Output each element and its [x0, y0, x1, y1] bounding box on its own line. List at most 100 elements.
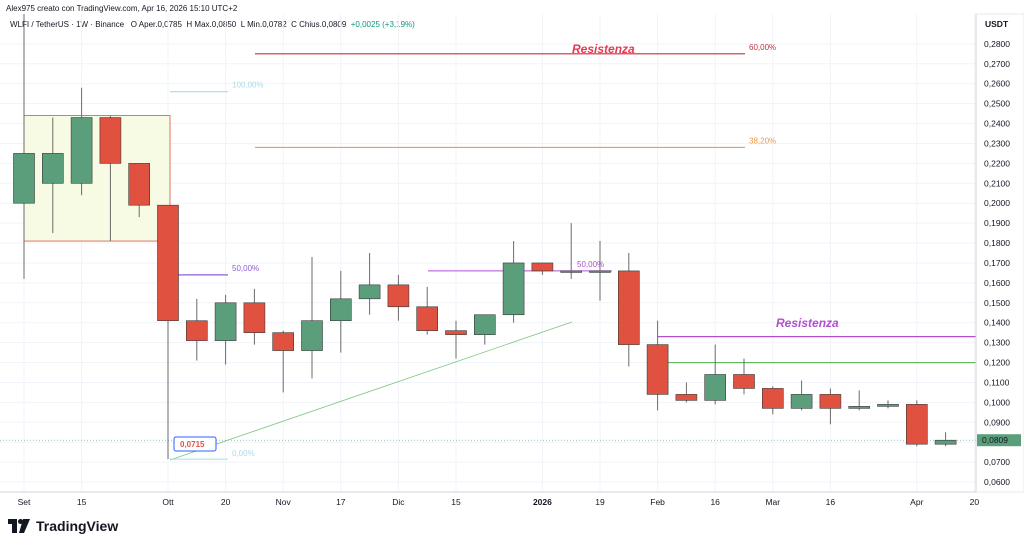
candle-body [445, 330, 467, 335]
low-price-callout-text: 0,0715 [180, 440, 205, 449]
candle [934, 432, 957, 447]
candle-body [761, 388, 784, 409]
y-tick-label: 0,2600 [984, 79, 1010, 89]
y-tick-label: 0,2200 [984, 158, 1010, 168]
fib-100-label: 100,00% [232, 81, 264, 90]
y-tick-label: 0,1000 [984, 397, 1010, 407]
candle [214, 294, 237, 365]
y-tick-label: 0,2300 [984, 138, 1010, 148]
x-tick-label: 16 [826, 497, 836, 507]
x-tick-label: 20 [970, 497, 980, 507]
resistance-label-mid: Resistenza [776, 316, 839, 330]
candle-body [70, 117, 93, 184]
candle [560, 223, 583, 279]
candle [502, 241, 525, 323]
candle-body [617, 270, 640, 345]
y-tick-label: 0,1400 [984, 318, 1010, 328]
candle-body [790, 394, 813, 409]
x-tick-label: 17 [336, 497, 346, 507]
candle [531, 262, 554, 275]
symbol-name: WLFI / TetherUS · 1W · Binance [10, 20, 125, 29]
candle-body [531, 262, 554, 272]
y-tick-label: 0,2400 [984, 119, 1010, 129]
candle [387, 274, 410, 321]
y-tick-label: 0,1800 [984, 238, 1010, 248]
candle-body [387, 284, 410, 308]
currency-label: USDT [985, 19, 1009, 29]
candle [243, 288, 266, 345]
author-line: Alex975 creato con TradingView.com, Apr … [6, 4, 238, 13]
candle-body [13, 153, 35, 204]
candle-body [243, 302, 266, 333]
y-tick-label: 0,1500 [984, 298, 1010, 308]
candle [473, 314, 496, 345]
high-value: Max.0,0850 [194, 20, 237, 29]
y-tick-label: 0,2100 [984, 178, 1010, 188]
y-tick-label: 0,1900 [984, 218, 1010, 228]
candle [761, 386, 784, 415]
candle-body [848, 406, 871, 409]
candle [733, 358, 755, 395]
candle [905, 400, 928, 447]
candle [589, 241, 611, 301]
y-tick-label: 0,0600 [984, 477, 1010, 487]
candle-body [128, 163, 150, 206]
candle [70, 87, 93, 196]
candle [329, 270, 352, 353]
candle [99, 115, 122, 242]
candle-body [934, 439, 957, 445]
open-value: Aper.0,0785 [138, 20, 182, 29]
candle [272, 330, 295, 393]
x-tick-label: 16 [710, 497, 720, 507]
candle-body [214, 302, 237, 341]
x-tick-label: Nov [276, 497, 292, 507]
candle [186, 298, 208, 361]
candle-body [358, 284, 381, 300]
candle-body [329, 298, 352, 322]
x-tick-label: Ott [162, 497, 174, 507]
high-label: H [186, 20, 193, 29]
candle [157, 204, 179, 460]
candle [848, 390, 871, 411]
candle-body [704, 374, 727, 401]
low-value: Min.0,0782 [247, 20, 287, 29]
fib-0-label: 0,00% [232, 449, 255, 458]
x-tick-label: Apr [910, 497, 923, 507]
y-tick-label: 0,2500 [984, 99, 1010, 109]
y-tick-label: 0,2000 [984, 198, 1010, 208]
close-label: C [291, 20, 297, 29]
open-label: O [130, 20, 138, 29]
candle [13, 14, 35, 279]
x-tick-label: Dic [392, 497, 405, 507]
x-tick-label: Mar [765, 497, 780, 507]
candle-body [41, 153, 64, 184]
x-tick-label: 20 [221, 497, 231, 507]
candle-body [589, 270, 611, 273]
candle-body [819, 394, 842, 409]
resistance-label-top: Resistenza [572, 42, 635, 56]
y-tick-label: 0,1300 [984, 338, 1010, 348]
candle [416, 286, 439, 335]
last-price-tag: 0,0809 [977, 434, 1021, 447]
x-tick-label: Set [18, 497, 31, 507]
axis-corner [975, 13, 1024, 493]
candle-body [560, 270, 583, 273]
y-tick-label: 0,0700 [984, 457, 1010, 467]
candle-body [99, 117, 122, 164]
candle-body [157, 204, 179, 322]
trend-line [169, 321, 573, 461]
x-tick-label: 15 [451, 497, 461, 507]
y-tick-label: 0,0900 [984, 417, 1010, 427]
x-tick-label: 15 [77, 497, 87, 507]
y-tick-label: 0,1700 [984, 258, 1010, 268]
y-tick-label: 0,1100 [984, 377, 1010, 387]
candle-body [186, 320, 208, 341]
fib-50-label-a: 50,00% [232, 264, 259, 273]
y-tick-label: 0,1600 [984, 278, 1010, 288]
fib-50-label-b: 50,00% [577, 260, 604, 269]
fib-60-label: 60,00% [749, 43, 776, 52]
candle [704, 344, 727, 405]
tradingview-logo: TradingView [8, 518, 118, 534]
y-tick-label: 0,1200 [984, 358, 1010, 368]
